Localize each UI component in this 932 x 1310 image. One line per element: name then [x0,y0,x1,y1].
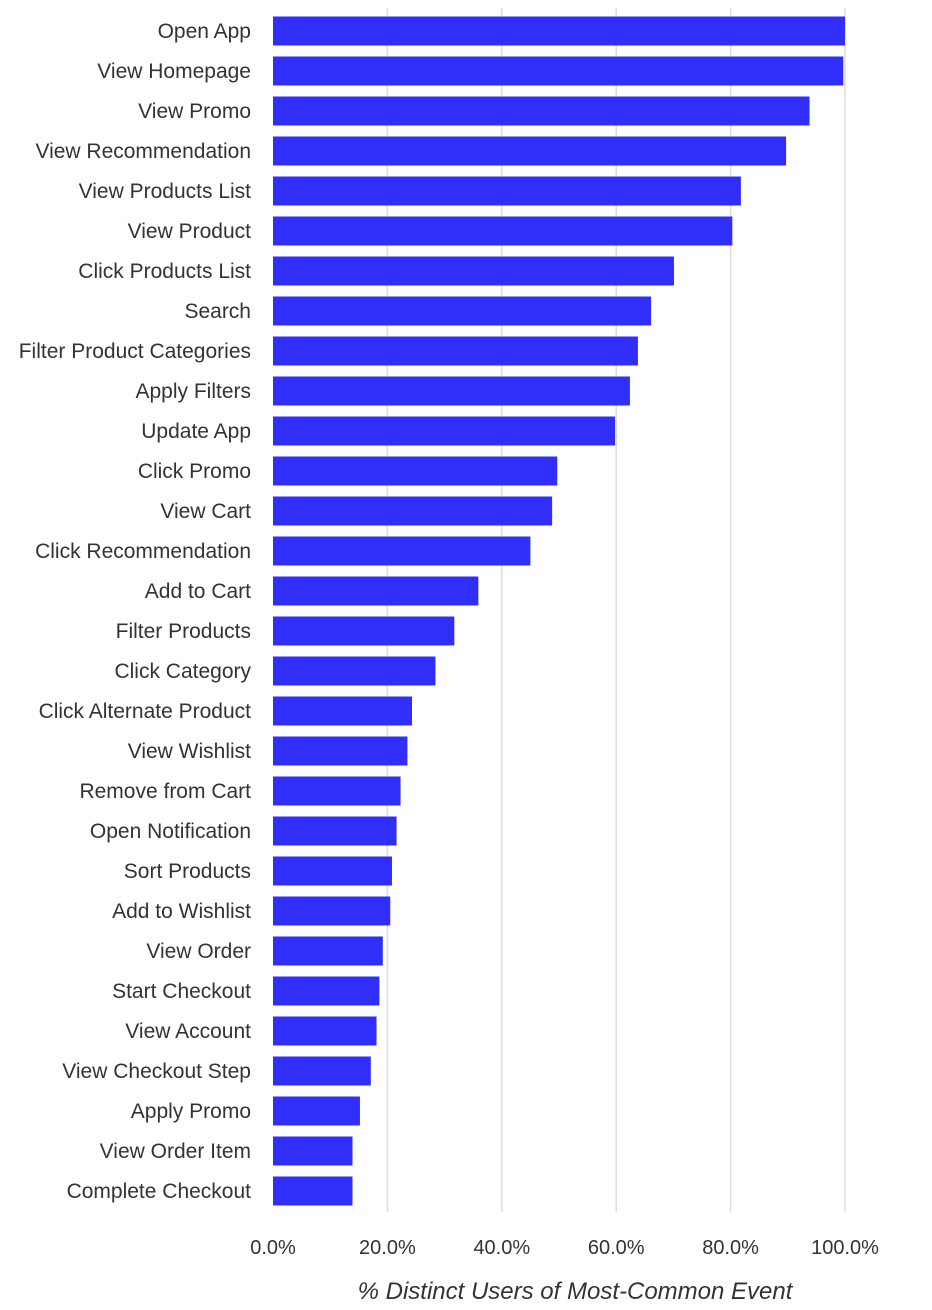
category-label: Remove from Cart [79,780,251,803]
bar[interactable] [273,536,531,566]
bar[interactable] [273,496,553,526]
category-label: Open App [158,20,251,43]
x-tick-label: 40.0% [473,1237,530,1259]
bar[interactable] [273,296,652,326]
category-label: View Wishlist [128,740,251,763]
bar[interactable] [273,896,391,926]
bar[interactable] [273,696,412,726]
bar[interactable] [273,1096,360,1126]
bar[interactable] [273,216,733,246]
bar[interactable] [273,736,408,766]
x-tick-label: 60.0% [588,1237,645,1259]
category-label: View Order Item [100,1140,251,1163]
category-label: Click Recommendation [35,540,251,563]
bar[interactable] [273,256,674,286]
bar[interactable] [273,16,845,46]
bar[interactable] [273,136,787,166]
x-tick-label: 0.0% [250,1237,296,1259]
category-label: Apply Promo [131,1100,251,1123]
bar[interactable] [273,376,630,406]
category-label: Open Notification [90,820,251,843]
category-label: Start Checkout [112,980,251,1003]
category-label: Sort Products [124,860,251,883]
bar[interactable] [273,976,380,1006]
bar[interactable] [273,656,436,686]
category-label: Apply Filters [135,380,251,403]
category-label: Add to Cart [145,580,251,603]
category-label: Filter Products [116,620,251,643]
category-labels: Open App View Homepage View Promo View Reco… [19,20,252,1203]
category-label: View Order [146,940,251,963]
category-label: View Checkout Step [62,1060,251,1083]
x-tick-label: 20.0% [359,1237,416,1259]
bar[interactable] [273,176,741,206]
category-label: View Promo [138,100,251,123]
x-axis-title: % Distinct Users of Most-Common Event [358,1278,794,1305]
bar[interactable] [273,1056,371,1086]
bar[interactable] [273,416,616,446]
x-tick-label: 100.0% [811,1237,879,1259]
bar[interactable] [273,336,638,366]
category-label: Search [184,300,251,323]
bar[interactable] [273,576,479,606]
bar[interactable] [273,1136,353,1166]
category-label: View Cart [160,500,251,523]
category-label: Filter Product Categories [19,340,251,363]
category-label: Click Category [114,660,251,683]
category-label: Add to Wishlist [112,900,251,923]
category-label: Click Products List [78,260,251,283]
bar[interactable] [273,456,558,486]
category-label: View Products List [79,180,252,203]
category-label: View Product [128,220,252,243]
category-label: View Account [125,1020,251,1043]
bar[interactable] [273,936,383,966]
category-label: View Homepage [97,60,251,83]
x-axis-ticks: 0.0% 20.0% 40.0% 60.0% 80.0% 100.0% [250,1237,879,1259]
category-label: Update App [141,420,251,443]
category-label: View Recommendation [35,140,251,163]
bar[interactable] [273,96,810,126]
bar[interactable] [273,816,397,846]
bar[interactable] [273,1016,377,1046]
category-label: Click Alternate Product [39,700,252,723]
bar[interactable] [273,56,844,86]
category-label: Click Promo [138,460,251,483]
gridlines [386,8,846,1212]
bar[interactable] [273,1176,353,1206]
bar[interactable] [273,616,455,646]
bar[interactable] [273,776,401,806]
x-tick-label: 80.0% [702,1237,759,1259]
bars [273,16,845,1206]
category-label: Complete Checkout [67,1180,252,1203]
bar[interactable] [273,856,392,886]
